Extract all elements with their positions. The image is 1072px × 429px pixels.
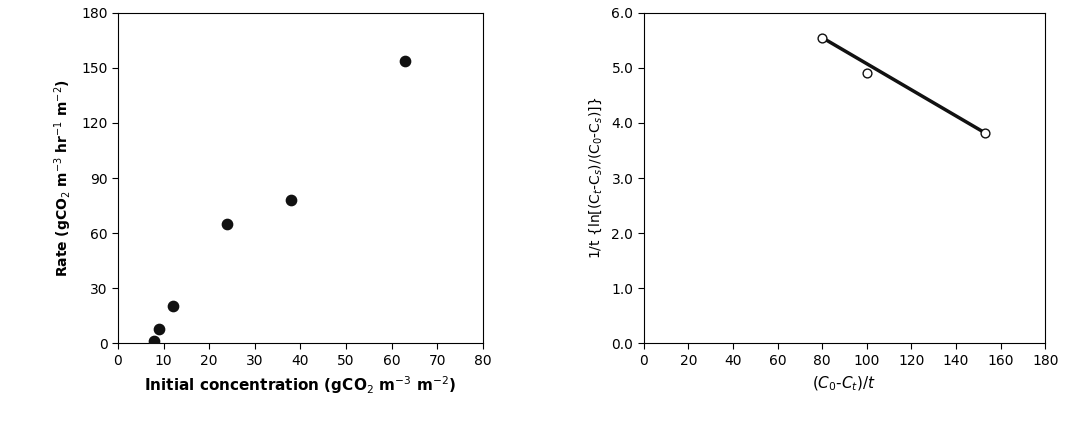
- Point: [150, 325, 167, 332]
- Point: [814, 34, 831, 41]
- Point: [219, 221, 236, 227]
- Y-axis label: 1/t {ln[(C$_t$-C$_s$)/(C$_0$-C$_s$)]}: 1/t {ln[(C$_t$-C$_s$)/(C$_0$-C$_s$)]}: [587, 97, 605, 259]
- Point: [859, 70, 876, 77]
- X-axis label: $(C_0$-$C_t)/t$: $(C_0$-$C_t)/t$: [813, 375, 877, 393]
- X-axis label: Initial concentration (gCO$_2$ m$^{-3}$ m$^{-2}$): Initial concentration (gCO$_2$ m$^{-3}$ …: [145, 375, 457, 396]
- Point: [283, 196, 300, 203]
- Point: [977, 130, 994, 136]
- Point: [146, 338, 163, 345]
- Y-axis label: Rate (gCO$_2$ m$^{-3}$ hr$^{-1}$ m$^{-2}$): Rate (gCO$_2$ m$^{-3}$ hr$^{-1}$ m$^{-2}…: [53, 79, 74, 277]
- Point: [164, 303, 181, 310]
- Point: [397, 57, 414, 64]
